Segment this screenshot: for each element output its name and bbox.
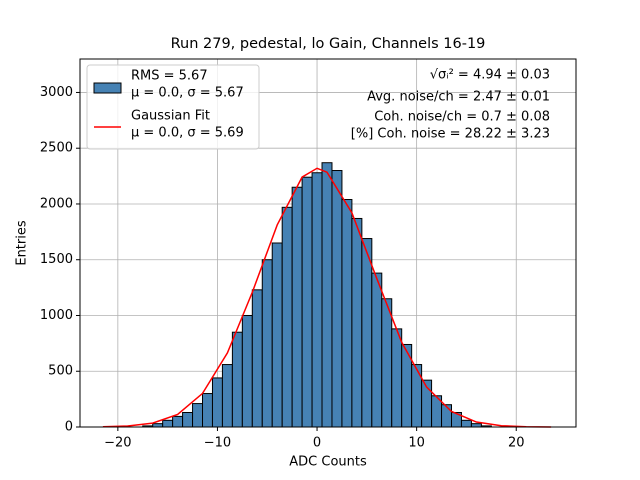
- annotation: [%] Coh. noise = 28.22 ± 3.23: [351, 127, 550, 142]
- y-tick-label: 2000: [40, 196, 73, 211]
- x-tick-label: −20: [104, 436, 131, 451]
- bar: [202, 393, 213, 428]
- bar: [211, 377, 223, 428]
- legend-box: [86, 64, 260, 150]
- y-tick-label: 0: [65, 420, 73, 435]
- legend-label: Gaussian Fit: [131, 109, 210, 124]
- bar: [261, 259, 273, 428]
- y-tick-label: 2500: [40, 141, 73, 156]
- bar: [291, 186, 303, 428]
- bar: [172, 415, 184, 428]
- x-tick-label: 0: [313, 436, 321, 451]
- y-tick-label: 500: [48, 364, 73, 379]
- x-tick-label: 20: [508, 436, 525, 451]
- bar: [192, 403, 204, 428]
- x-tick-label: 10: [408, 436, 425, 451]
- bar: [311, 172, 323, 428]
- bar: [351, 217, 363, 428]
- legend-label: μ = 0.0, σ = 5.69: [131, 126, 244, 141]
- bar: [381, 298, 393, 428]
- y-tick-label: 3000: [40, 85, 73, 100]
- bar: [251, 289, 263, 428]
- annotation: Coh. noise/ch = 0.7 ± 0.08: [374, 110, 550, 125]
- annotation: Avg. noise/ch = 2.47 ± 0.01: [367, 90, 550, 105]
- bar: [391, 328, 403, 428]
- bar: [152, 423, 164, 428]
- bar: [341, 199, 353, 428]
- y-tick-label: 1500: [40, 252, 73, 267]
- bar: [371, 272, 383, 428]
- bar: [331, 170, 343, 428]
- bar: [182, 412, 194, 428]
- bar: [470, 423, 482, 428]
- plot-frame: [79, 58, 577, 428]
- bar: [361, 238, 373, 428]
- bar: [301, 176, 313, 428]
- bar: [271, 242, 283, 428]
- x-tick-label: −10: [204, 436, 231, 451]
- bar: [231, 331, 243, 428]
- bar: [162, 419, 174, 428]
- bar: [221, 364, 233, 428]
- annotation: √σᵢ² = 4.94 ± 0.03: [430, 68, 550, 83]
- legend-patch: [93, 82, 122, 94]
- y-tick-label: 1000: [40, 308, 73, 323]
- fit-line: [102, 167, 552, 428]
- chart-title: Run 279, pedestal, lo Gain, Channels 16-…: [171, 36, 486, 52]
- bar: [321, 162, 333, 428]
- y-axis-label: Entries: [15, 220, 30, 266]
- x-axis-label: ADC Counts: [289, 455, 367, 470]
- legend-label: RMS = 5.67: [131, 69, 208, 84]
- legend-label: μ = 0.0, σ = 5.67: [131, 86, 244, 101]
- bar: [281, 206, 293, 428]
- bar: [460, 419, 472, 428]
- bar: [241, 314, 253, 428]
- bar: [441, 404, 453, 428]
